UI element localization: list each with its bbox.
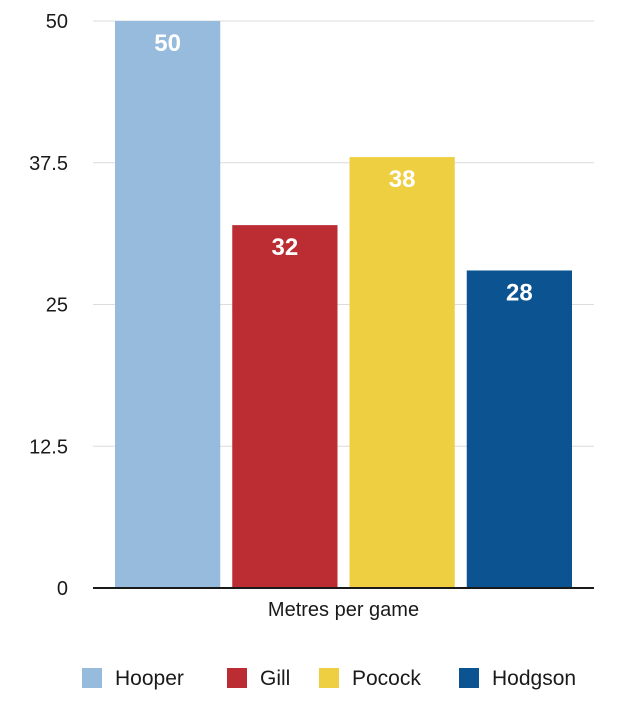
y-tick-label: 0: [57, 578, 68, 600]
bar-value-label: 38: [389, 166, 416, 193]
legend-label: Gill: [260, 667, 290, 690]
bar-value-label: 32: [272, 234, 299, 261]
legend-label: Hodgson: [492, 667, 576, 690]
y-tick-label: 25: [46, 295, 68, 317]
y-tick-label: 50: [46, 11, 68, 33]
legend-label: Hooper: [115, 667, 184, 690]
bar-hooper: [115, 21, 221, 588]
legend-swatch-hodgson: [459, 668, 479, 688]
legend: Hooper Gill Pocock Hodgson: [82, 667, 576, 690]
bar-pocock: [349, 157, 455, 588]
legend-swatch-gill: [227, 668, 247, 688]
bar-value-labels: 50 32 38 28: [154, 30, 532, 306]
bars: [115, 21, 572, 588]
bar-gill: [232, 225, 338, 588]
y-axis-ticks: 0 12.5 25 37.5 50: [29, 11, 68, 600]
bar-value-label: 28: [506, 279, 533, 306]
legend-swatch-hooper: [82, 668, 102, 688]
legend-swatch-pocock: [319, 668, 339, 688]
legend-label: Pocock: [352, 667, 421, 690]
bar-value-label: 50: [154, 30, 181, 57]
category-label: Metres per game: [268, 599, 419, 621]
bar-hodgson: [466, 270, 572, 588]
y-tick-label: 37.5: [29, 153, 68, 175]
y-tick-label: 12.5: [29, 436, 68, 458]
